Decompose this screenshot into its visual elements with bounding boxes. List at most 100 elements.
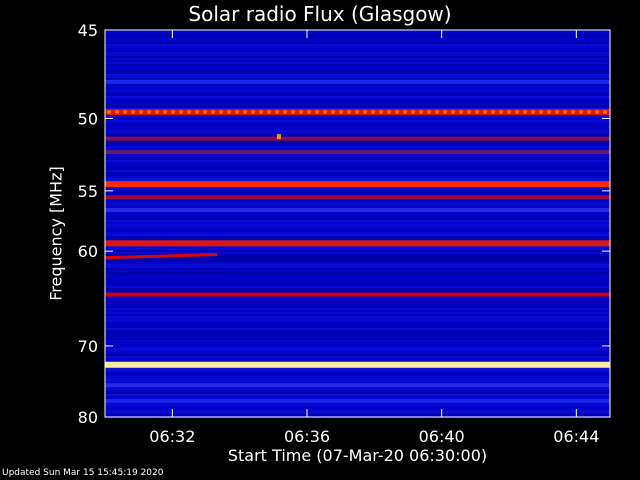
- background-row: [105, 34, 610, 36]
- background-row: [105, 118, 610, 120]
- background-row: [105, 404, 610, 406]
- background-row: [105, 72, 610, 74]
- background-row: [105, 320, 610, 322]
- background-row: [105, 388, 610, 390]
- band-dash: [147, 110, 151, 114]
- background-row: [105, 46, 610, 48]
- background-row: [105, 98, 610, 100]
- background-row: [105, 238, 610, 240]
- background-row: [105, 70, 610, 72]
- band-dash: [555, 110, 559, 114]
- background-row: [105, 276, 610, 278]
- band-dash: [603, 110, 607, 114]
- band-dash: [339, 110, 343, 114]
- band-dash: [475, 110, 479, 114]
- band-dash: [275, 110, 279, 114]
- background-row: [105, 274, 610, 276]
- background-row: [105, 102, 610, 104]
- band-dash: [315, 110, 319, 114]
- chart-title: Solar radio Flux (Glasgow): [188, 2, 452, 26]
- band-dash: [291, 110, 295, 114]
- background-row: [105, 42, 610, 44]
- band-dash: [443, 110, 447, 114]
- band-dash: [467, 110, 471, 114]
- band-dash: [131, 110, 135, 114]
- band-dash: [171, 110, 175, 114]
- y-tick-label: 55: [78, 182, 98, 201]
- background-row: [105, 94, 610, 96]
- x-tick-label: 06:36: [284, 427, 330, 446]
- background-row: [105, 318, 610, 320]
- background-row: [105, 348, 610, 350]
- background-row: [105, 206, 610, 208]
- band-dash: [363, 110, 367, 114]
- background-row: [105, 106, 610, 108]
- burst-mark: [276, 134, 281, 140]
- band-dash: [203, 110, 207, 114]
- background-row: [105, 250, 610, 252]
- background-row: [105, 354, 610, 356]
- drifting-emission-line: [104, 252, 218, 260]
- background-row: [105, 260, 610, 262]
- background-row: [105, 92, 610, 94]
- background-row: [105, 218, 610, 220]
- background-row: [105, 134, 610, 136]
- background-row: [105, 302, 610, 304]
- band-dash: [419, 110, 423, 114]
- background-row: [105, 328, 610, 330]
- background-row: [105, 174, 610, 176]
- band-dash: [523, 110, 527, 114]
- emission-band: [105, 150, 610, 155]
- background-row: [105, 324, 610, 326]
- band-dash: [123, 110, 127, 114]
- background-row: [105, 256, 610, 258]
- background-row: [105, 412, 610, 414]
- background-row: [105, 330, 610, 332]
- background-row: [105, 66, 610, 68]
- background-row: [105, 158, 610, 160]
- band-dash: [563, 110, 567, 114]
- background-row: [105, 392, 610, 394]
- background-row: [105, 154, 610, 156]
- band-dash: [411, 110, 415, 114]
- background-row: [105, 54, 610, 56]
- x-tick-label: 06:44: [553, 427, 599, 446]
- band-dash: [155, 110, 159, 114]
- background-row: [105, 300, 610, 302]
- band-dash: [435, 110, 439, 114]
- background-row: [105, 252, 610, 254]
- background-row: [105, 378, 610, 380]
- background-row: [105, 258, 610, 260]
- background-row: [105, 48, 610, 50]
- background-row: [105, 272, 610, 274]
- background-row: [105, 52, 610, 54]
- band-dash: [579, 110, 583, 114]
- background-row: [105, 88, 610, 90]
- band-dash: [371, 110, 375, 114]
- band-dash: [307, 110, 311, 114]
- background-row: [105, 194, 610, 196]
- background-row: [105, 148, 610, 150]
- band-dash: [355, 110, 359, 114]
- background-row: [105, 282, 610, 284]
- background-row: [105, 222, 610, 224]
- background-row: [105, 352, 610, 354]
- band-dash: [427, 110, 431, 114]
- band-dash: [491, 110, 495, 114]
- background-row: [105, 406, 610, 408]
- background-row: [105, 396, 610, 398]
- emission-band: [105, 208, 610, 213]
- background-row: [105, 350, 610, 352]
- background-row: [105, 232, 610, 234]
- background-row: [105, 290, 610, 292]
- background-row: [105, 246, 610, 248]
- background-row: [105, 38, 610, 40]
- background-row: [105, 322, 610, 324]
- band-dash: [299, 110, 303, 114]
- band-dash: [387, 110, 391, 114]
- background-row: [105, 62, 610, 64]
- background-row: [105, 224, 610, 226]
- background-row: [105, 376, 610, 378]
- background-row: [105, 374, 610, 376]
- background-row: [105, 234, 610, 236]
